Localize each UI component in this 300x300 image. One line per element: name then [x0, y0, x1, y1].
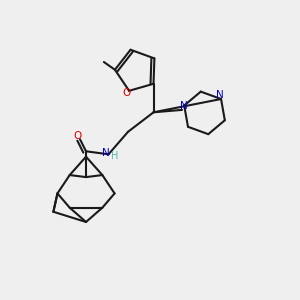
Text: N: N: [216, 90, 224, 100]
Text: O: O: [73, 131, 81, 141]
Text: N: N: [102, 148, 110, 158]
Text: H: H: [111, 151, 119, 161]
Text: O: O: [123, 88, 131, 98]
Text: N: N: [180, 101, 188, 111]
